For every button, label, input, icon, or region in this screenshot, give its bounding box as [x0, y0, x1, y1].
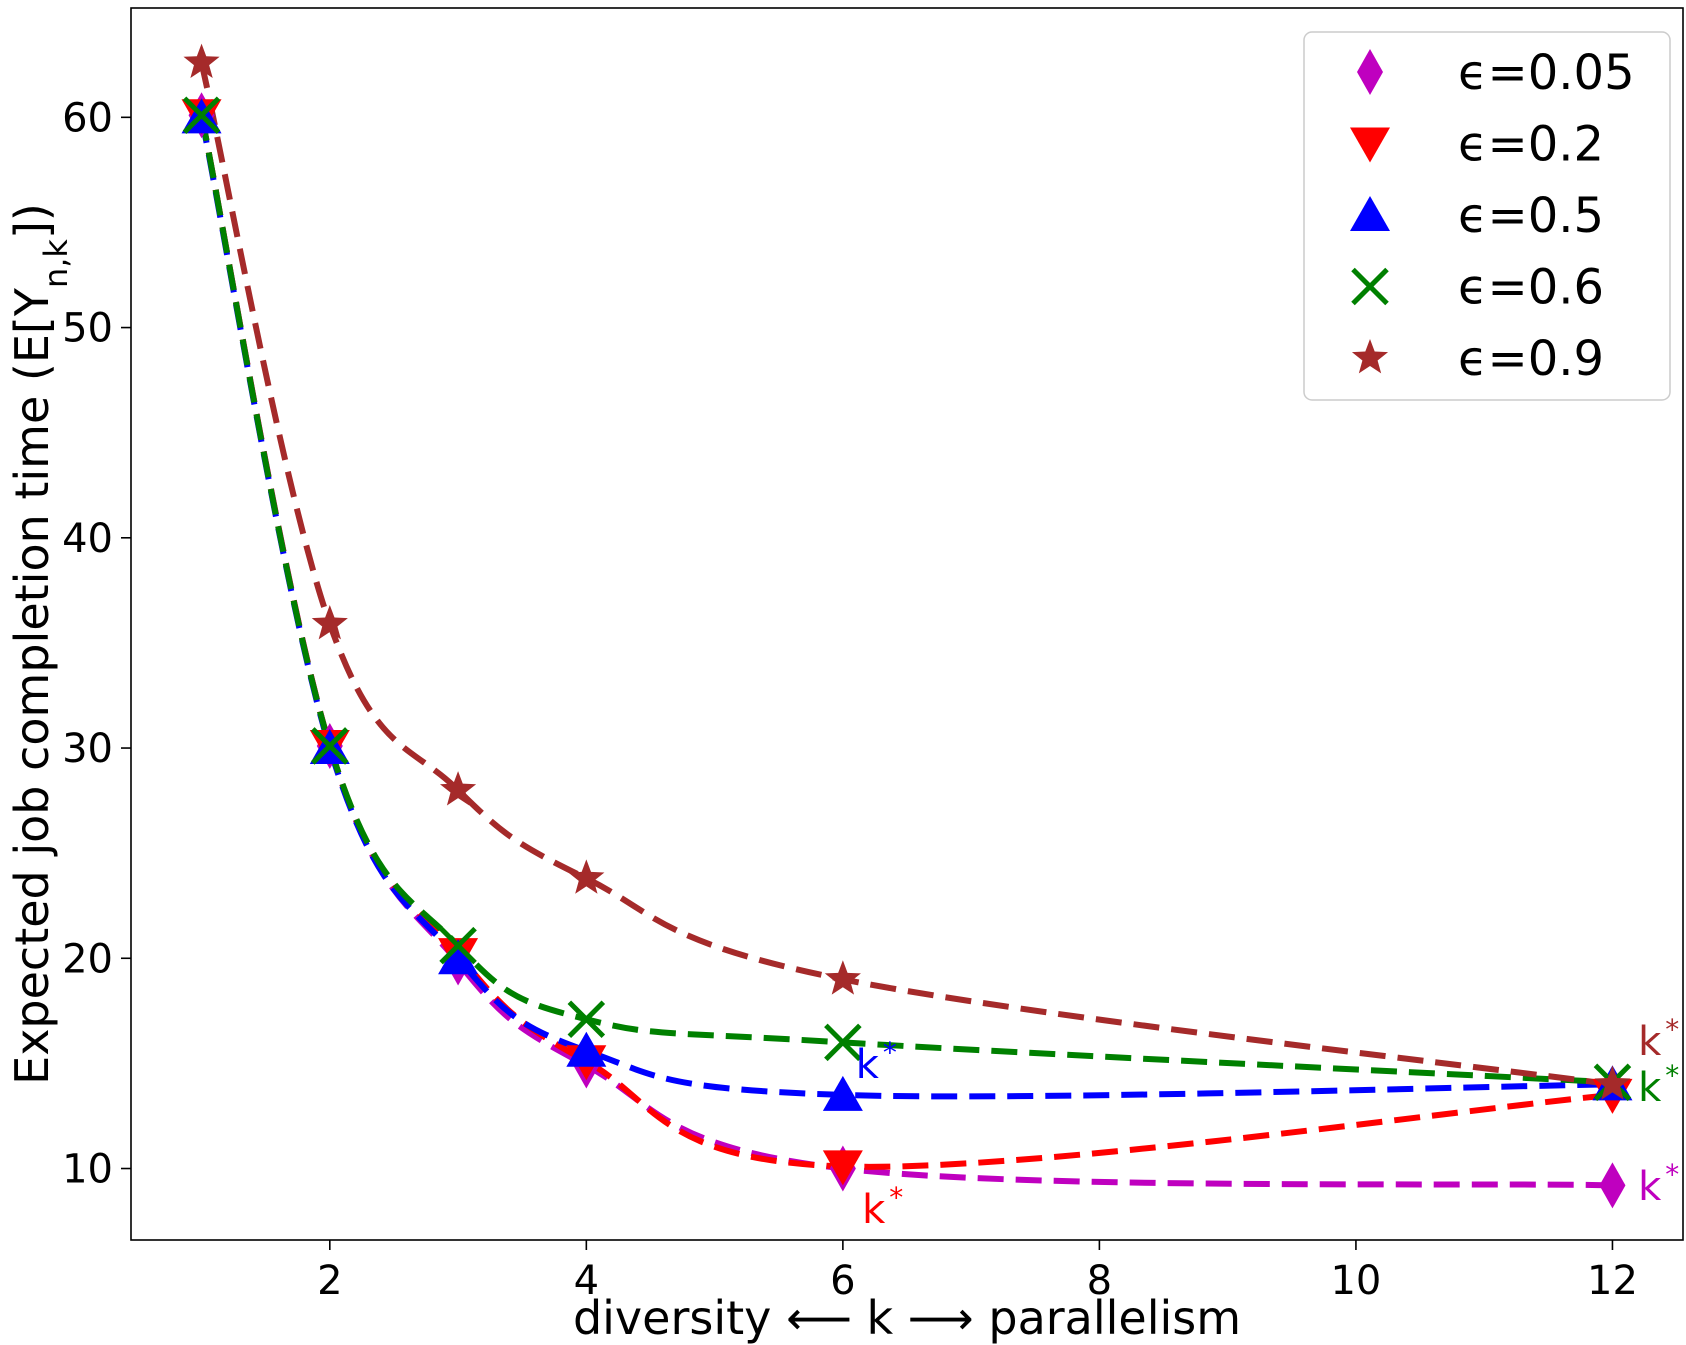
data-point-series-4: [568, 859, 605, 894]
legend-marker-2: [1350, 196, 1390, 231]
legend-label-4: ϵ=0.9: [1458, 331, 1604, 387]
series-line-3: [198, 114, 1613, 1086]
k-star-superscript: *: [1665, 1158, 1679, 1191]
marker-x-stroke: [1351, 267, 1389, 306]
k-star-text: k: [1638, 1065, 1662, 1111]
k-star-annotation: k *: [862, 1181, 903, 1233]
legend-marker-0: [1357, 49, 1383, 95]
marker-x-stroke: [182, 96, 221, 134]
marker-x-stroke: [311, 727, 349, 765]
tick-layer: 2 4 6 8 10 12 10 20 30 40 50 60: [62, 95, 1638, 1304]
legend: ϵ=0.05 ϵ=0.2 ϵ=0.5 ϵ=0.6 ϵ=0.9: [1303, 31, 1671, 401]
y-axis-label-subscript: n,k: [37, 239, 75, 288]
x-tick-label: 8: [1087, 1258, 1112, 1304]
k-star-text: k: [1638, 1019, 1662, 1065]
k-star-annotation: k *: [856, 1036, 897, 1088]
legend-marker-4: [1351, 339, 1389, 374]
data-point-series-4: [440, 771, 477, 806]
annotation-layer: k *k * k *k *k *: [856, 1013, 1680, 1233]
data-point-series-4: [1594, 1065, 1631, 1100]
y-tick-label: 10: [62, 1147, 113, 1193]
marker-x-stroke: [567, 1000, 606, 1039]
data-point-series-0: [1599, 1162, 1626, 1209]
data-point-series-2: [438, 939, 479, 975]
k-star-text: k: [856, 1042, 880, 1088]
data-point-series-3: [182, 96, 221, 134]
k-star-superscript: *: [1665, 1013, 1679, 1046]
x-tick-label: 2: [317, 1258, 342, 1304]
k-star-superscript: *: [1665, 1059, 1679, 1092]
k-star-superscript: *: [889, 1181, 903, 1214]
y-axis-label-end: ]): [5, 203, 59, 239]
legend-marker-3: [1351, 267, 1389, 306]
marker-x-stroke: [439, 926, 477, 965]
k-star-text: k: [1638, 1164, 1662, 1210]
data-point-series-2: [822, 1075, 863, 1111]
data-point-series-4: [311, 605, 348, 640]
x-axis-label: diversity ⟵ k ⟶ parallelism: [573, 1291, 1241, 1345]
legend-box: [1303, 31, 1671, 401]
data-point-series-2: [566, 1031, 607, 1067]
data-point-series-4: [183, 43, 220, 79]
x-tick-label: 4: [574, 1258, 599, 1304]
data-point-series-1: [822, 1150, 863, 1186]
marker-x-stroke: [824, 1023, 862, 1062]
k-star-annotation: k *: [1638, 1059, 1679, 1111]
x-tick-label: 6: [830, 1258, 855, 1304]
k-star-superscript: *: [883, 1036, 897, 1069]
data-point-series-3: [567, 1000, 606, 1039]
y-tick-label: 20: [62, 936, 113, 982]
k-star-annotation: k *: [1638, 1158, 1679, 1210]
legend-label-2: ϵ=0.5: [1458, 188, 1604, 244]
data-point-series-3: [439, 926, 477, 965]
data-point-series-3: [311, 727, 349, 765]
y-tick-label: 60: [62, 95, 113, 141]
legend-label-3: ϵ=0.6: [1458, 260, 1604, 316]
series-line-4: [198, 61, 1613, 1088]
y-tick-label: 50: [62, 306, 113, 352]
legend-label-1: ϵ=0.2: [1458, 117, 1604, 173]
x-tick-label: 12: [1587, 1258, 1638, 1304]
legend-marker-1: [1350, 127, 1390, 163]
y-tick-label: 40: [62, 516, 113, 562]
y-tick-label: 30: [62, 726, 113, 772]
x-tick-label: 10: [1330, 1258, 1381, 1304]
plot-frame: [130, 7, 1684, 1241]
k-star-annotation: k *: [1638, 1013, 1679, 1065]
data-point-series-4: [824, 960, 861, 995]
legend-label-0: ϵ=0.05: [1458, 45, 1635, 101]
series-layer: [198, 61, 1613, 1189]
y-axis-label: Expected job completion time (E[Yn,k]): [5, 203, 75, 1085]
marker-layer: [181, 43, 1633, 1209]
k-star-text: k: [862, 1187, 886, 1233]
y-axis-label-main: Expected job completion time (E[Y: [5, 287, 59, 1085]
data-point-series-3: [824, 1023, 862, 1062]
